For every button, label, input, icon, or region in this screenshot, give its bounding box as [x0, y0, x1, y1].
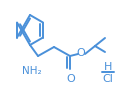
Text: H: H [104, 62, 112, 72]
Text: Cl: Cl [103, 74, 113, 84]
Text: NH₂: NH₂ [22, 66, 42, 76]
Text: O: O [77, 48, 85, 58]
Text: O: O [67, 74, 75, 84]
